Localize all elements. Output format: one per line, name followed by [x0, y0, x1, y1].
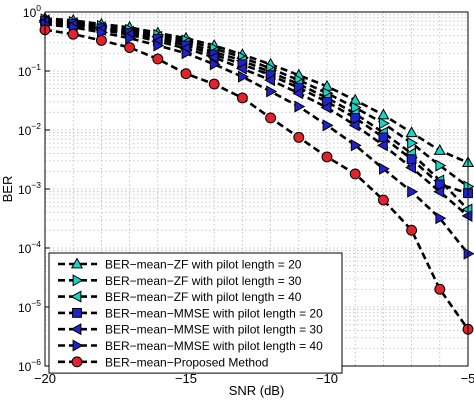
y-tick-label: 10−5 — [18, 298, 41, 315]
series-3 — [38, 14, 473, 216]
data-point — [238, 70, 249, 83]
data-point — [350, 139, 362, 152]
data-point — [376, 139, 388, 152]
y-tick-label: 10−4 — [18, 239, 41, 256]
data-point — [67, 28, 79, 40]
y-tick-label: 10−6 — [18, 357, 41, 374]
y-tick-label: 10−3 — [18, 180, 41, 197]
data-point — [348, 119, 360, 132]
tick-labels: −20 −15 −10 −5 100 10−1 10−2 10−3 10−4 10−5 10−6 — [18, 3, 474, 386]
series-line — [44, 18, 469, 188]
data-point — [266, 85, 278, 98]
data-point — [405, 161, 416, 174]
data-point — [435, 159, 447, 172]
data-point — [322, 119, 334, 132]
data-point — [236, 92, 248, 104]
data-point — [153, 39, 165, 52]
data-point — [406, 154, 417, 165]
data-point — [208, 78, 220, 90]
series-6 — [40, 18, 474, 260]
legend-label: BER−mean−MMSE with pilot length = 20 — [105, 306, 323, 320]
y-tick-label: 100 — [23, 3, 41, 20]
legend-marker — [70, 323, 82, 336]
x-tick-label: −20 — [34, 371, 56, 386]
series-5 — [38, 15, 473, 222]
legend-entry: BER−mean−ZF with pilot length = 30 — [58, 274, 302, 288]
legend-label: BER−mean−ZF with pilot length = 30 — [105, 274, 302, 288]
data-point — [180, 68, 192, 80]
data-point — [377, 194, 389, 206]
data-point — [95, 34, 107, 46]
series-line — [44, 17, 469, 164]
data-point — [209, 58, 221, 71]
data-point — [463, 247, 474, 260]
legend-marker — [72, 307, 82, 318]
legend-marker — [71, 356, 83, 368]
data-point — [264, 74, 275, 87]
data-point — [433, 185, 445, 198]
legend-box — [48, 252, 343, 374]
data-point — [433, 143, 446, 155]
series-line — [44, 28, 470, 330]
y-tick-label: 10−2 — [18, 121, 41, 138]
legend: BER−mean−ZF with pilot length = 20 BER−me… — [48, 252, 343, 374]
data-point — [321, 151, 333, 163]
legend-label: BER−mean−ZF with pilot length = 20 — [105, 258, 302, 272]
x-tick-label: −10 — [316, 371, 338, 386]
data-point — [405, 126, 418, 138]
series-line — [44, 20, 469, 217]
data-point — [434, 283, 446, 295]
x-axis-label: SNR (dB) — [229, 383, 285, 398]
legend-label: BER−mean−MMSE with pilot length = 30 — [105, 323, 323, 337]
data-point — [235, 62, 247, 75]
legend-entry: BER−mean−MMSE with pilot length = 30 — [58, 323, 323, 337]
data-point — [293, 131, 305, 143]
legend-marker — [72, 339, 84, 352]
data-point — [349, 168, 361, 180]
y-axis-label: BER — [0, 176, 15, 203]
data-point — [292, 87, 304, 100]
legend-entry: BER−mean−ZF with pilot length = 20 — [58, 258, 302, 272]
data-point — [294, 100, 306, 113]
data-point — [124, 42, 136, 53]
data-point — [265, 112, 277, 124]
data-point — [181, 47, 193, 60]
legend-label: BER−mean−Proposed Method — [105, 355, 268, 369]
legend-entry: BER−mean−MMSE with pilot length = 20 — [58, 306, 323, 320]
data-point — [320, 101, 332, 114]
x-tick-label: −15 — [175, 371, 197, 386]
y-tick-label: 10−1 — [18, 62, 41, 79]
legend-entry: BER−mean−ZF with pilot length = 40 — [58, 290, 302, 304]
data-point — [407, 137, 419, 150]
data-point — [407, 185, 419, 198]
data-point — [377, 108, 390, 120]
grid — [45, 12, 468, 367]
data-point — [379, 162, 390, 175]
series-line — [44, 19, 469, 195]
data-point — [435, 212, 447, 225]
data-point — [406, 224, 418, 236]
series-layer — [38, 11, 474, 335]
data-point — [125, 32, 137, 45]
series-line — [44, 22, 470, 255]
legend-entry: BER−mean−MMSE with pilot length = 40 — [58, 339, 323, 353]
legend-marker — [70, 290, 82, 303]
data-point — [152, 53, 164, 65]
legend-marker — [70, 257, 84, 269]
legend-marker — [72, 274, 84, 287]
data-point — [207, 51, 219, 64]
legend-label: BER−mean−MMSE with pilot length = 40 — [105, 339, 323, 353]
x-tick-label: −5 — [461, 371, 474, 386]
legend-label: BER−mean−ZF with pilot length = 40 — [105, 290, 302, 304]
legend-entry: BER−mean−Proposed Method — [58, 355, 268, 369]
data-point — [379, 117, 390, 130]
series-line — [44, 19, 469, 211]
data-point — [461, 209, 473, 222]
